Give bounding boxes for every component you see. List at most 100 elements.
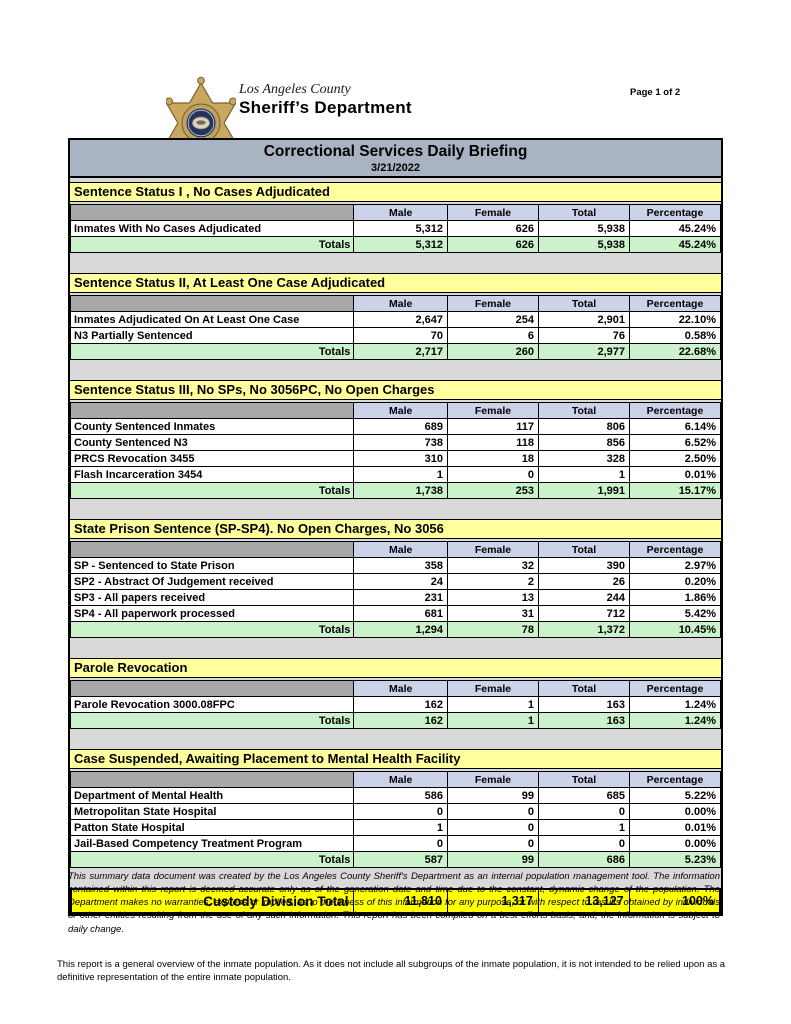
- row-label-header-cell: [69, 402, 355, 419]
- totals-row: Totals 1,294 78 1,372 10.45%: [69, 621, 722, 638]
- column-header: Female: [446, 295, 539, 312]
- row-label: SP4 - All paperwork processed: [69, 605, 355, 622]
- grand-total-label: Custody Division Total: [70, 888, 355, 914]
- totals-row: Totals 587 99 686 5.23%: [69, 851, 722, 868]
- row-value: 118: [446, 434, 539, 451]
- column-header-row: Male Female Total Percentage: [69, 204, 722, 221]
- column-header: Total: [537, 295, 630, 312]
- totals-value: 626: [446, 236, 539, 253]
- totals-value: 22.68%: [628, 343, 722, 360]
- grand-total-value: 1,317: [446, 888, 539, 914]
- totals-label: Totals: [69, 343, 355, 360]
- row-label: N3 Partially Sentenced: [69, 327, 355, 344]
- row-value: 2,647: [353, 311, 448, 328]
- row-value: 390: [537, 557, 630, 574]
- row-value: 1: [353, 466, 448, 483]
- row-value: 0.00%: [628, 803, 722, 820]
- totals-label: Totals: [69, 236, 355, 253]
- section-table: Male Female Total Percentage Parole Revocati…: [69, 680, 722, 729]
- row-value: 1: [537, 466, 630, 483]
- totals-value: 1,294: [353, 621, 448, 638]
- row-value: 0: [446, 819, 539, 836]
- totals-value: 10.45%: [628, 621, 722, 638]
- table-row: SP3 - All papers received 231 13 244 1.86%: [69, 589, 722, 606]
- column-header: Male: [353, 204, 448, 221]
- row-value: 328: [537, 450, 630, 467]
- grand-total-row: Custody Division Total 11,810 1,317 13,127 1…: [70, 888, 721, 914]
- section-table: Male Female Total Percentage Inmates With No…: [69, 204, 722, 253]
- row-value: 32: [446, 557, 539, 574]
- row-label: Inmates With No Cases Adjudicated: [69, 220, 355, 237]
- totals-value: 2,717: [353, 343, 448, 360]
- column-header: Female: [446, 402, 539, 419]
- table-row: N3 Partially Sentenced 70 6 76 0.58%: [69, 327, 722, 344]
- row-value: 231: [353, 589, 448, 606]
- totals-value: 78: [446, 621, 539, 638]
- row-value: 1: [353, 819, 448, 836]
- row-value: 26: [537, 573, 630, 590]
- table-row: Parole Revocation 3000.08FPC 162 1 163 1.24%: [69, 696, 722, 713]
- column-header: Male: [353, 402, 448, 419]
- column-header: Female: [446, 680, 539, 697]
- row-value: 738: [353, 434, 448, 451]
- column-header: Female: [446, 771, 539, 788]
- row-label: Parole Revocation 3000.08FPC: [69, 696, 355, 713]
- column-header: Percentage: [628, 402, 722, 419]
- totals-label: Totals: [69, 482, 355, 499]
- totals-value: 587: [353, 851, 448, 868]
- row-value: 0.58%: [628, 327, 722, 344]
- table-row: Metropolitan State Hospital 0 0 0 0.00%: [69, 803, 722, 820]
- totals-value: 1,372: [537, 621, 630, 638]
- row-value: 5.42%: [628, 605, 722, 622]
- row-value: 2.97%: [628, 557, 722, 574]
- column-header-row: Male Female Total Percentage: [69, 771, 722, 788]
- grand-total-value: 11,810: [353, 888, 448, 914]
- section-heading: Case Suspended, Awaiting Placement to Me…: [70, 749, 721, 769]
- row-value: 310: [353, 450, 448, 467]
- row-value: 99: [446, 787, 539, 804]
- row-value: 117: [446, 418, 539, 435]
- row-label: County Sentenced Inmates: [69, 418, 355, 435]
- column-header: Percentage: [628, 295, 722, 312]
- totals-value: 2,977: [537, 343, 630, 360]
- column-header: Percentage: [628, 680, 722, 697]
- report-body: Correctional Services Daily Briefing 3/2…: [68, 138, 723, 916]
- section-table: Male Female Total Percentage SP - Sentenced …: [69, 541, 722, 638]
- totals-value: 5.23%: [628, 851, 722, 868]
- row-value: 1: [537, 819, 630, 836]
- row-value: 1: [446, 696, 539, 713]
- section-heading: Sentence Status III, No SPs, No 3056PC, …: [70, 380, 721, 400]
- column-header: Total: [537, 204, 630, 221]
- row-value: 0: [446, 803, 539, 820]
- section-heading: State Prison Sentence (SP-SP4). No Open …: [70, 519, 721, 539]
- row-value: 806: [537, 418, 630, 435]
- row-label-header-cell: [69, 295, 355, 312]
- row-value: 244: [537, 589, 630, 606]
- totals-value: 5,312: [353, 236, 448, 253]
- grand-total-value: 13,127: [537, 888, 630, 914]
- disclaimer-paragraph: This summary data document was created b…: [68, 870, 720, 935]
- column-header: Male: [353, 680, 448, 697]
- agency-dept-line: Sheriff’s Department: [239, 97, 412, 117]
- totals-row: Totals 2,717 260 2,977 22.68%: [69, 343, 722, 360]
- column-header-row: Male Female Total Percentage: [69, 402, 722, 419]
- row-value: 24: [353, 573, 448, 590]
- row-value: 689: [353, 418, 448, 435]
- row-value: 681: [353, 605, 448, 622]
- totals-row: Totals 162 1 163 1.24%: [69, 712, 722, 729]
- row-label: Department of Mental Health: [69, 787, 355, 804]
- row-label-header-cell: [69, 680, 355, 697]
- page-indicator: Page 1 of 2: [630, 87, 681, 98]
- totals-value: 162: [353, 712, 448, 729]
- table-row: County Sentenced N3 738 118 856 6.52%: [69, 434, 722, 451]
- row-value: 163: [537, 696, 630, 713]
- row-value: 6.52%: [628, 434, 722, 451]
- report-title-bar: Correctional Services Daily Briefing 3/2…: [70, 140, 721, 178]
- section-table: Male Female Total Percentage County Sentence…: [69, 402, 722, 499]
- column-header: Female: [446, 204, 539, 221]
- table-row: Inmates Adjudicated On At Least One Case…: [69, 311, 722, 328]
- totals-value: 1.24%: [628, 712, 722, 729]
- section-heading: Parole Revocation: [70, 658, 721, 678]
- totals-value: 1,991: [537, 482, 630, 499]
- row-value: 0: [537, 835, 630, 852]
